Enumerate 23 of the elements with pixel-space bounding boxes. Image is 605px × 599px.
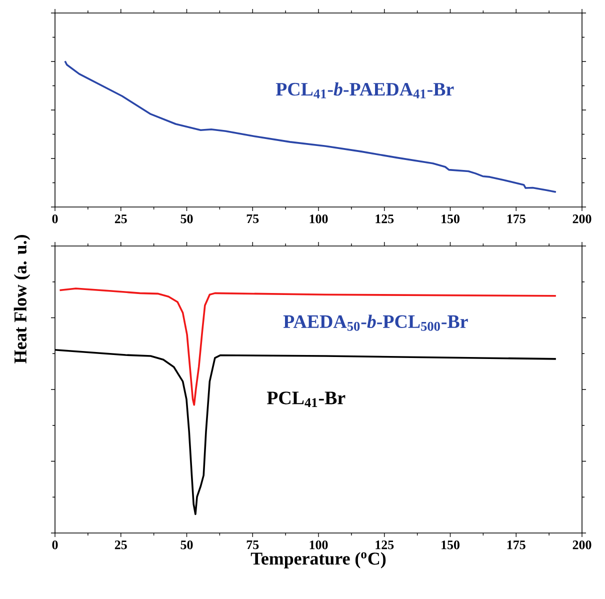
x-tick-label: 200 (572, 214, 592, 224)
x-tick-label: 75 (246, 540, 259, 550)
x-tick-label: 100 (310, 540, 328, 550)
x-tick-label: 175 (507, 214, 526, 224)
x-tick-label: 150 (442, 214, 460, 224)
series-label: PAEDA$_{50}$-b-PCL$_{500}$-Br (283, 314, 468, 331)
x-tick-label: 50 (180, 214, 193, 224)
x-tick-label: 25 (114, 540, 127, 550)
x-tick-label: 75 (246, 214, 259, 224)
x-tick-label: 125 (376, 540, 394, 550)
x-tick-label: 150 (442, 540, 460, 550)
x-tick-label: 50 (180, 540, 193, 550)
x-tick-label: 0 (52, 214, 58, 224)
series-label: PCL$_{41}$-Br (266, 392, 346, 407)
text: PCL$_{41}$-b-PAEDA$_{41}$-Br (276, 82, 454, 98)
x-tick-label: 0 (52, 540, 58, 550)
x-tick-label: 125 (376, 214, 394, 224)
x-tick-label: 25 (114, 214, 127, 224)
x-tick-label: 175 (507, 540, 526, 550)
y-axis-title: Heat Flow (a. u.) (14, 235, 30, 364)
x-tick-label: 100 (310, 214, 328, 224)
x-axis-title: Temperature ($^{o}$C) (250, 552, 386, 568)
x-tick-label: 200 (572, 540, 592, 550)
